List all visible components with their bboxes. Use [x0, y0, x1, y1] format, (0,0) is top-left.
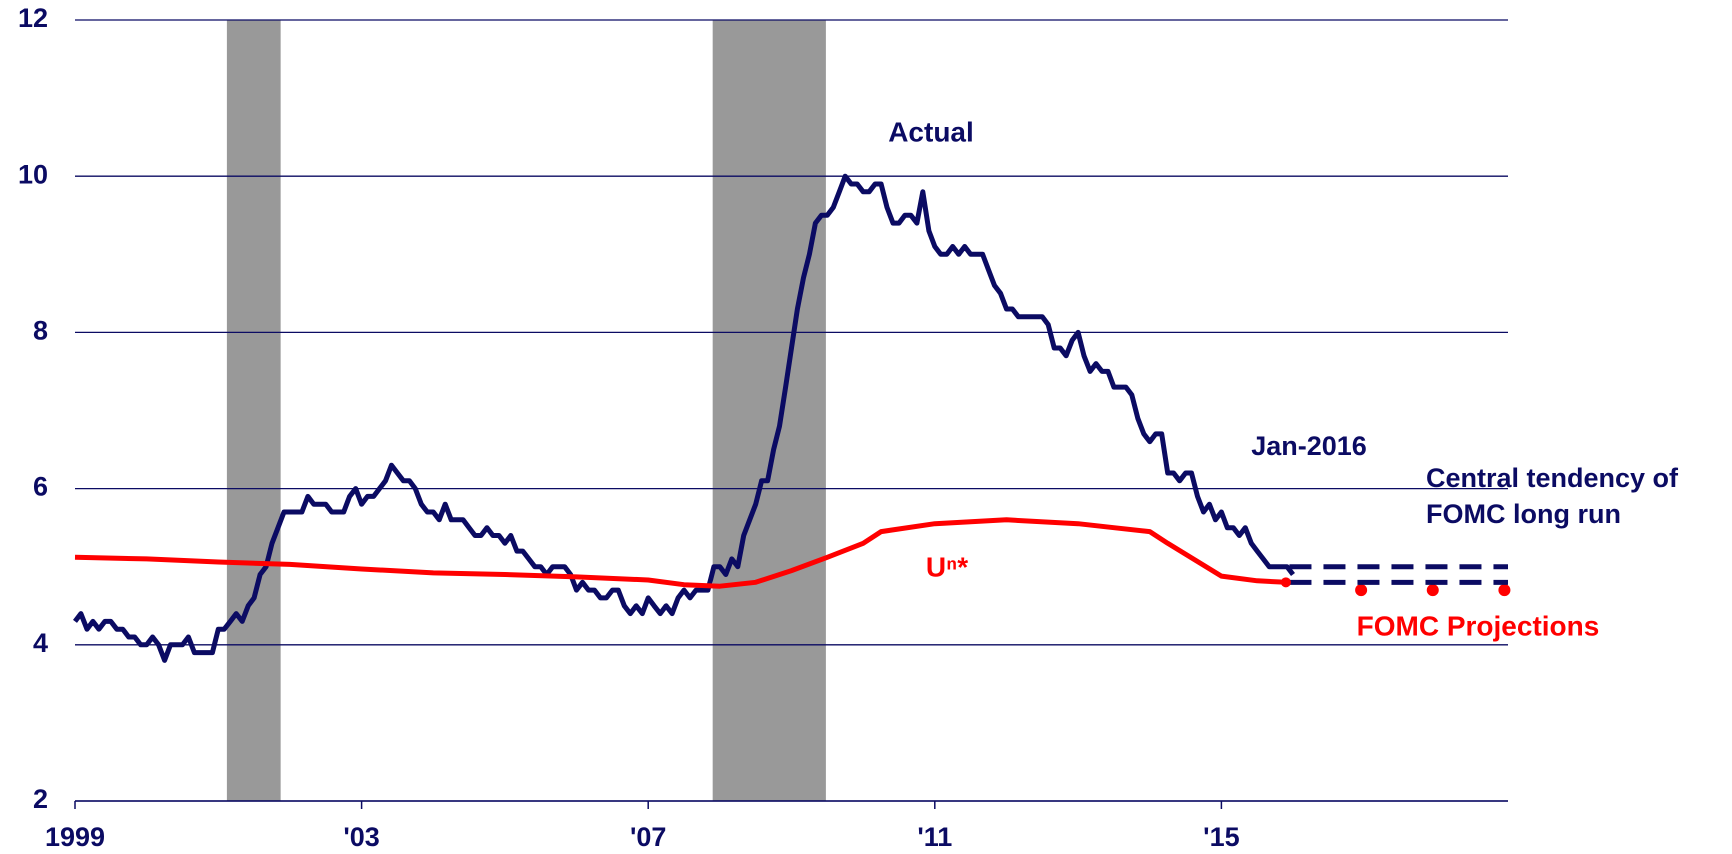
x-tick-label: '07 [630, 822, 666, 852]
y-tick-label: 4 [33, 628, 48, 658]
projection-point [1498, 584, 1511, 597]
x-tick-label: '03 [343, 822, 379, 852]
series-line [73, 173, 1295, 663]
x-tick-label: '11 [917, 822, 952, 852]
series-label: Actual [888, 116, 974, 147]
y-tick-label: 8 [33, 316, 48, 346]
series-label: FOMC Projections [1357, 610, 1600, 641]
y-tick-label: 12 [18, 3, 48, 33]
y-tick-label: 6 [33, 472, 48, 502]
recession-band [226, 20, 281, 801]
projection-point [1355, 584, 1368, 597]
series-end-point [1280, 577, 1291, 588]
annotation: Jan-2016 [1251, 431, 1367, 461]
y-tick-label: 10 [18, 159, 48, 189]
projection-point [1426, 584, 1439, 597]
series-label: Uⁿ* [926, 551, 968, 582]
recession-band [712, 20, 826, 801]
x-tick-label: '15 [1203, 822, 1239, 852]
central-tendency-label: Central tendency of FOMC long run [1426, 463, 1679, 529]
series-line [74, 517, 1287, 589]
y-tick-label: 2 [33, 784, 48, 814]
x-tick-label: 1999 [45, 822, 105, 852]
